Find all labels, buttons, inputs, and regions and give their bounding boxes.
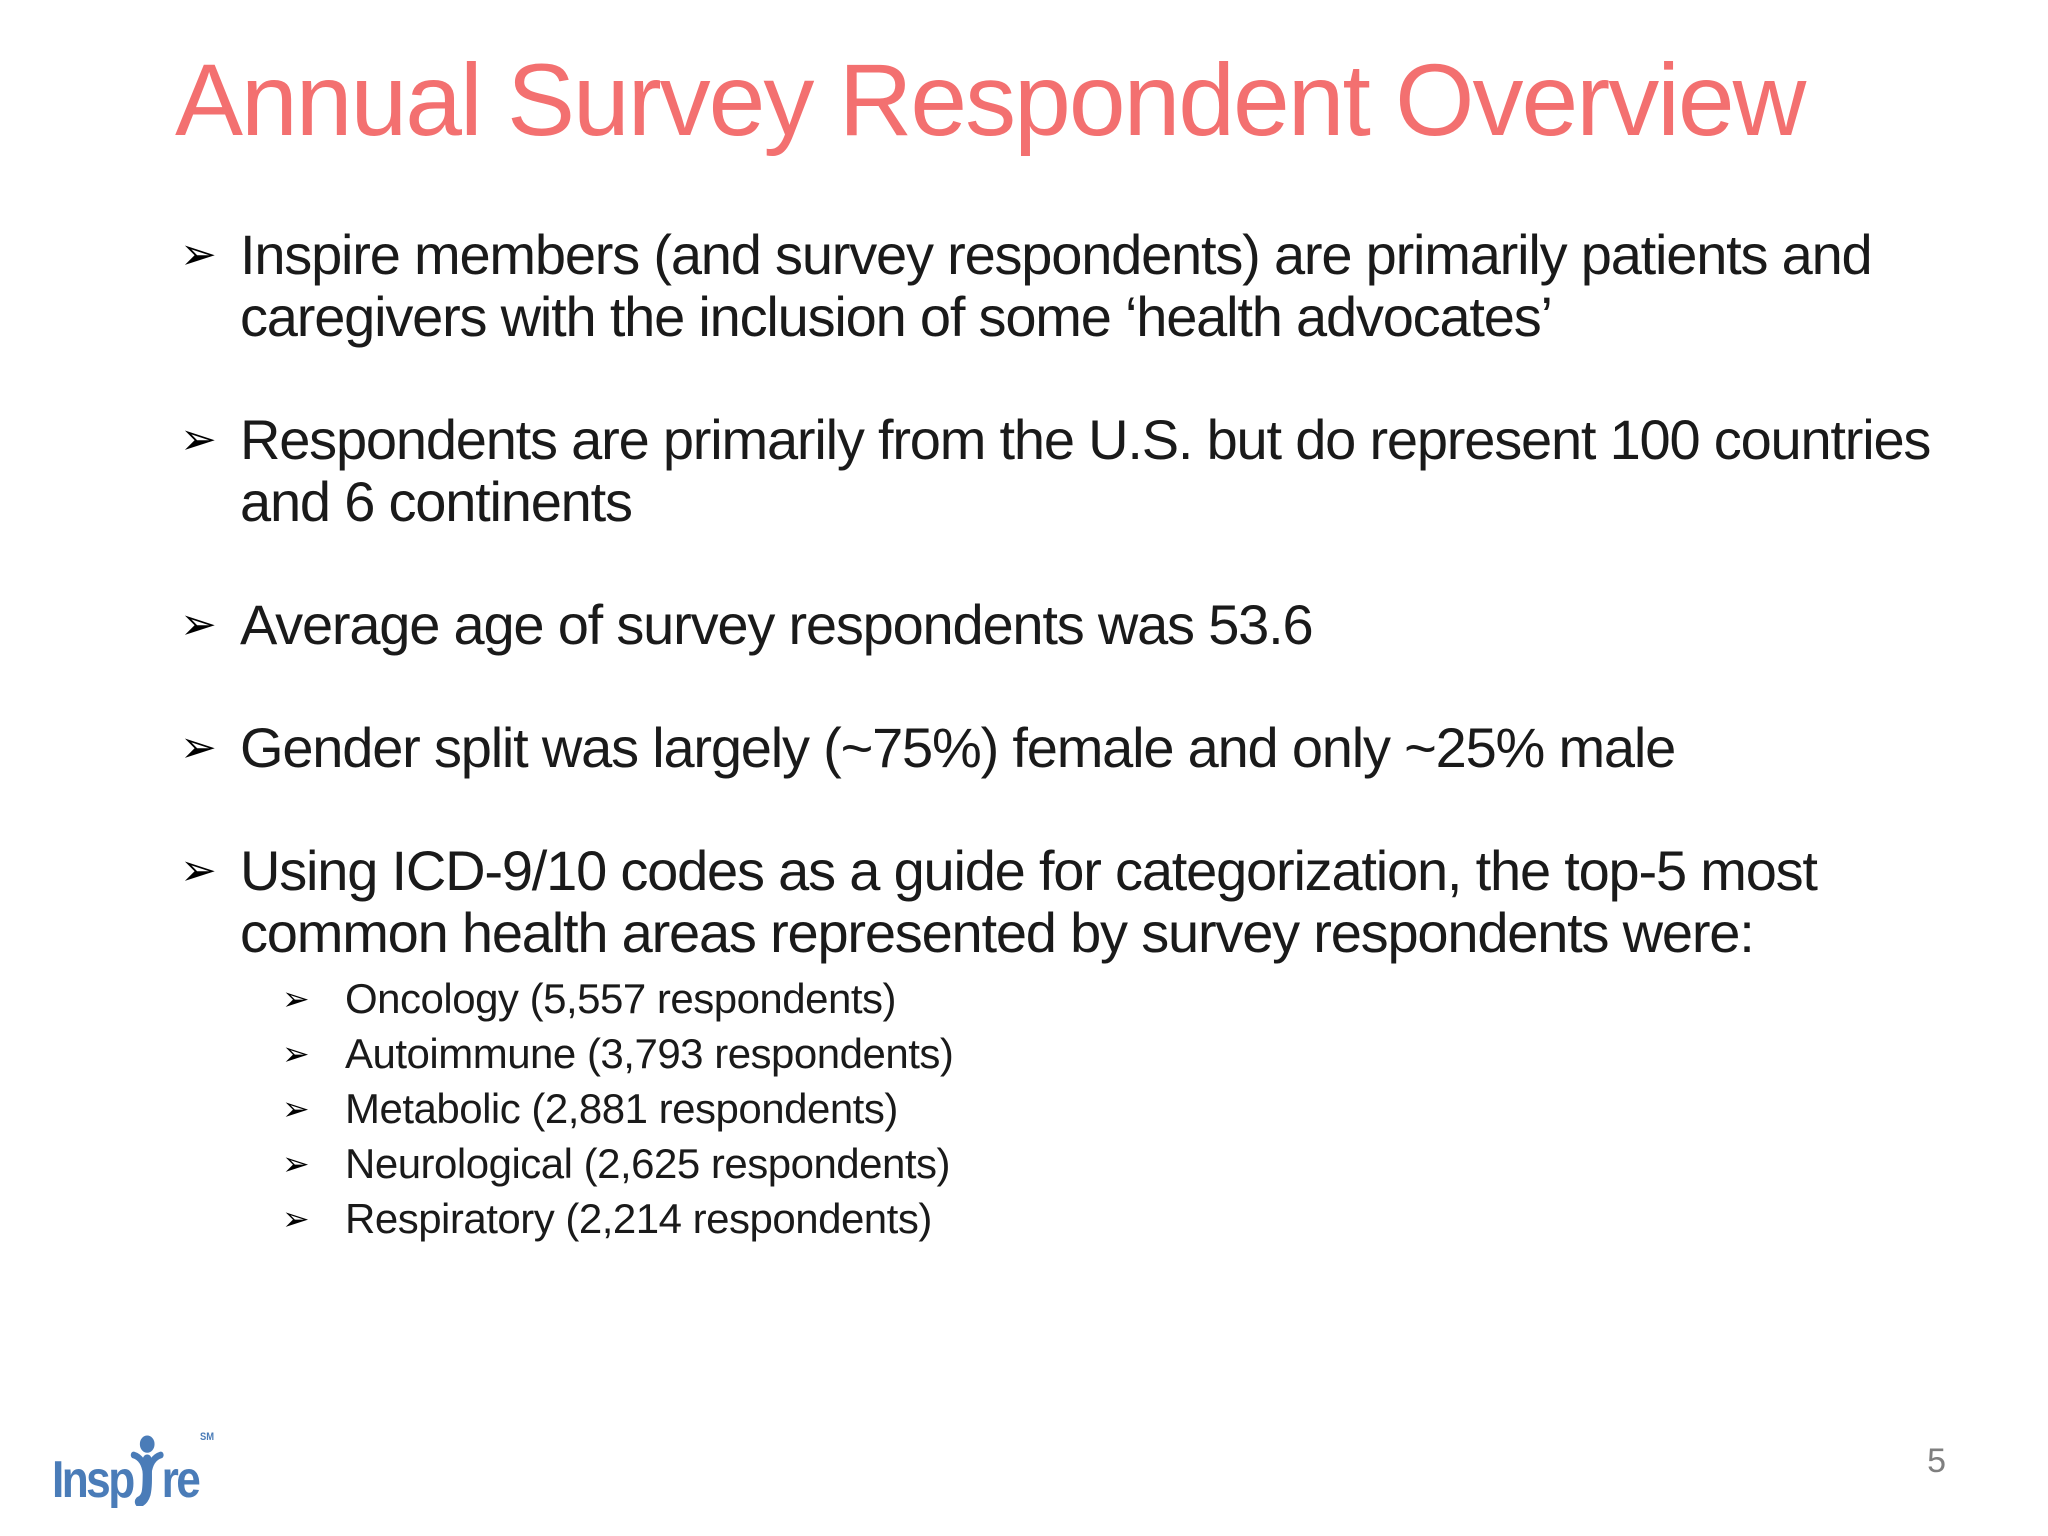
bullet-text: Using ICD-9/10 codes as a guide for cate… [240,839,1818,964]
sub-bullet-text: Metabolic (2,881 respondents) [345,1085,898,1132]
arrow-bullet-icon: ➢ [180,229,217,280]
logo-text-right: re [161,1451,201,1509]
bullet-item: ➢ Using ICD-9/10 codes as a guide for cat… [180,840,2048,1246]
arrow-bullet-icon: ➢ [282,1144,310,1183]
bullet-item: ➢ Inspire members (and survey respondents… [180,224,2048,348]
bullet-body: Inspire members (and survey respondents)… [240,224,2048,348]
bullet-list: ➢ Inspire members (and survey respondents… [0,224,2048,1246]
sub-bullet-item: ➢ Metabolic (2,881 respondents) [282,1081,2048,1136]
bullet-body: Average age of survey respondents was 53… [240,594,2048,656]
arrow-bullet-icon: ➢ [180,722,217,773]
sub-bullet-text: Autoimmune (3,793 respondents) [345,1030,954,1077]
arrow-bullet-icon: ➢ [180,845,217,896]
bullet-body: Gender split was largely (~75%) female a… [240,717,2048,779]
bullet-item: ➢ Gender split was largely (~75%) female … [180,717,2048,779]
page-number: 5 [1927,1442,1946,1480]
arrow-bullet-icon: ➢ [282,1089,310,1128]
sub-bullet-item: ➢ Neurological (2,625 respondents) [282,1136,2048,1191]
bullet-item: ➢ Average age of survey respondents was 5… [180,594,2048,656]
sub-bullet-text: Neurological (2,625 respondents) [345,1140,951,1187]
bullet-item: ➢ Respondents are primarily from the U.S.… [180,409,2048,533]
slide-body: ➢ Inspire members (and survey respondents… [0,224,2048,1307]
logo-text-left: Insp [52,1451,135,1509]
sub-bullet-text: Respiratory (2,214 respondents) [345,1195,932,1242]
slide-title: Annual Survey Respondent Overview [175,43,1806,157]
sub-bullet-list: ➢ Oncology (5,557 respondents) ➢ Autoimmune… [240,971,2048,1246]
bullet-body: Using ICD-9/10 codes as a guide for cate… [240,840,2048,1246]
person-figure-icon [130,1434,164,1515]
logo-trademark: SM [199,1431,214,1443]
bullet-text: Average age of survey respondents was 53… [240,593,1314,656]
arrow-bullet-icon: ➢ [282,1034,310,1073]
inspire-logo: Insp re SM [52,1431,214,1509]
arrow-bullet-icon: ➢ [282,979,310,1018]
sub-bullet-item: ➢ Oncology (5,557 respondents) [282,971,2048,1026]
bullet-text: Respondents are primarily from the U.S. … [240,408,1931,533]
bullet-text: Gender split was largely (~75%) female a… [240,716,1676,779]
sub-bullet-item: ➢ Autoimmune (3,793 respondents) [282,1026,2048,1081]
bullet-text: Inspire members (and survey respondents)… [240,223,1873,348]
arrow-bullet-icon: ➢ [180,414,217,465]
arrow-bullet-icon: ➢ [282,1199,310,1238]
arrow-bullet-icon: ➢ [180,599,217,650]
bullet-body: Respondents are primarily from the U.S. … [240,409,2048,533]
sub-bullet-text: Oncology (5,557 respondents) [345,975,897,1022]
sub-bullet-item: ➢ Respiratory (2,214 respondents) [282,1191,2048,1246]
